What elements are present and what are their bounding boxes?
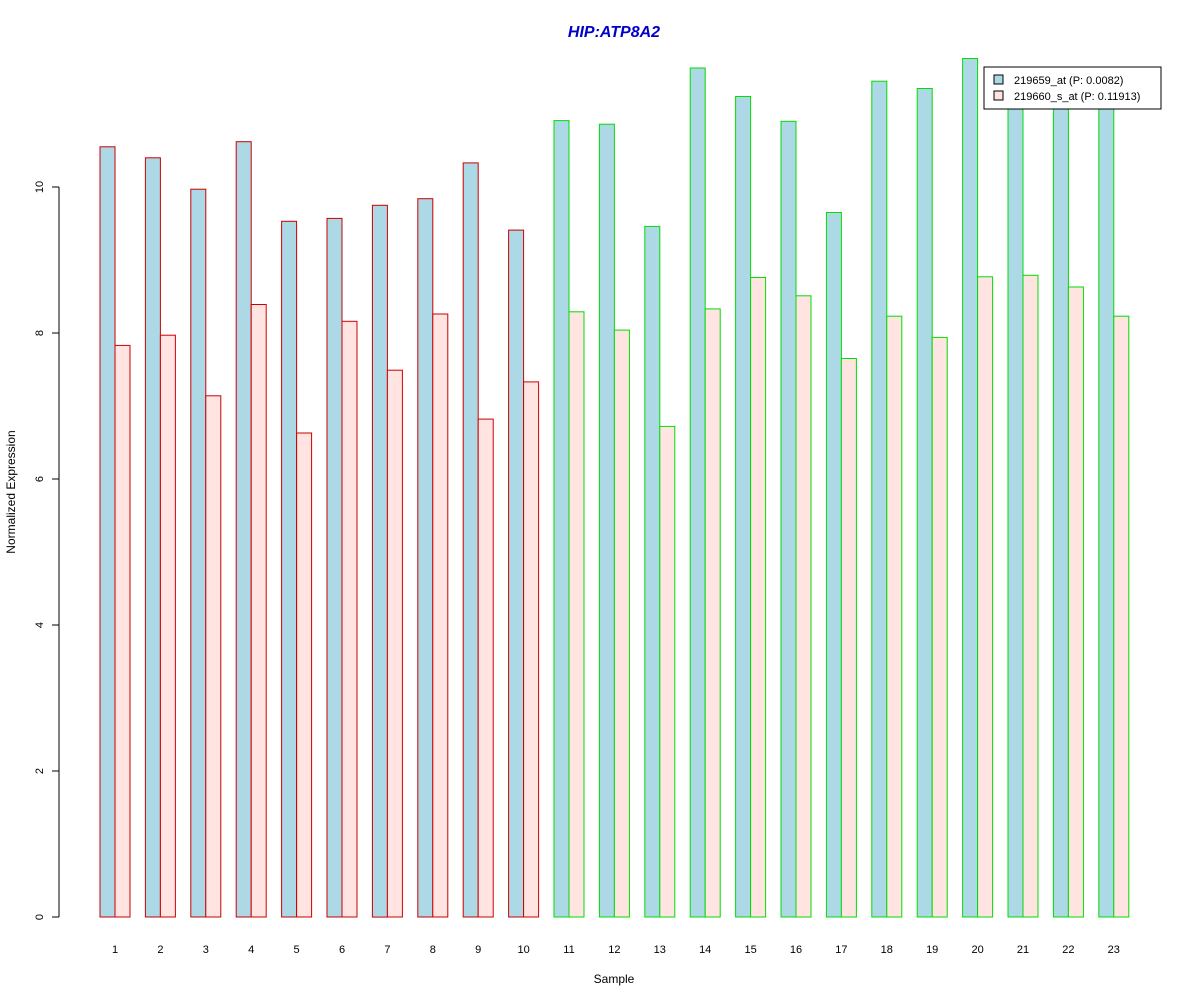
bar-sample-8-series-1 <box>417 198 434 918</box>
x-tick-label-23: 23 <box>1108 944 1120 956</box>
bar-sample-4-series-1 <box>235 141 252 918</box>
bar-sample-6-series-2 <box>341 320 358 918</box>
bar-sample-7-series-2 <box>386 369 403 918</box>
bar-sample-1-series-1 <box>99 146 116 918</box>
bar-sample-20-series-1 <box>962 58 979 918</box>
bar-sample-23-series-2 <box>1113 315 1130 918</box>
bar-sample-18-series-1 <box>871 80 888 918</box>
bar-sample-14-series-2 <box>704 308 721 918</box>
x-tick-label-5: 5 <box>294 944 300 956</box>
x-tick-label-1: 1 <box>112 944 118 956</box>
x-tick-label-21: 21 <box>1017 944 1029 956</box>
x-tick-label-18: 18 <box>881 944 893 956</box>
bar-sample-4-series-2 <box>250 304 267 918</box>
bar-sample-14-series-1 <box>689 67 706 918</box>
x-tick-label-11: 11 <box>563 944 574 956</box>
bar-sample-23-series-1 <box>1098 106 1115 918</box>
legend: 219659_at (P: 0.0082) 219660_s_at (P: 0.… <box>983 66 1162 110</box>
bar-sample-16-series-2 <box>795 295 812 918</box>
bar-sample-7-series-1 <box>371 204 388 918</box>
bars-group <box>99 58 1130 918</box>
bar-sample-5-series-1 <box>281 220 298 918</box>
bar-sample-9-series-2 <box>477 418 494 918</box>
y-axis-title: Normalized Expression <box>4 430 18 553</box>
bar-sample-11-series-2 <box>568 311 585 918</box>
bar-sample-2-series-1 <box>144 157 161 918</box>
legend-label-219659-at: 219659_at (P: 0.0082) <box>1014 75 1123 87</box>
bar-sample-21-series-1 <box>1007 106 1024 918</box>
bar-sample-17-series-1 <box>825 212 842 918</box>
bar-sample-3-series-1 <box>190 188 207 918</box>
x-axis-labels: 1 2 3 4 5 6 7 8 9 10 11 12 13 14 15 16 17 18 19 20 21 22 23 <box>112 944 1120 956</box>
x-tick-label-15: 15 <box>744 944 756 956</box>
bar-sample-19-series-1 <box>916 88 933 918</box>
x-tick-label-16: 16 <box>790 944 802 956</box>
y-tick-label-0: 0 <box>34 914 46 920</box>
legend-label-219660-s-at: 219660_s_at (P: 0.11913) <box>1014 91 1140 103</box>
legend-box <box>983 66 1162 110</box>
x-tick-label-7: 7 <box>384 944 390 956</box>
bar-sample-12-series-2 <box>613 329 630 918</box>
y-tick-label-2: 2 <box>34 768 46 774</box>
y-tick-label-6: 6 <box>34 476 46 482</box>
bar-sample-12-series-1 <box>598 123 615 918</box>
bar-sample-3-series-2 <box>205 395 222 918</box>
y-tick-label-4: 4 <box>34 622 46 628</box>
bar-sample-15-series-2 <box>750 277 767 918</box>
legend-swatch-219660-s-at <box>993 90 1004 101</box>
bar-sample-13-series-2 <box>659 425 676 918</box>
chart-title: HIP:ATP8A2 <box>568 24 660 41</box>
bar-sample-18-series-2 <box>886 315 903 918</box>
bar-sample-22-series-1 <box>1052 106 1069 918</box>
y-tick-label-10: 10 <box>34 181 46 193</box>
legend-swatch-219659-at <box>993 74 1004 85</box>
x-tick-label-9: 9 <box>475 944 481 956</box>
bar-sample-13-series-1 <box>644 225 661 918</box>
y-axis: 0 2 4 6 8 10 <box>34 181 60 920</box>
bar-sample-8-series-2 <box>432 313 449 918</box>
x-tick-label-14: 14 <box>699 944 711 956</box>
bar-sample-11-series-1 <box>553 120 570 918</box>
bar-sample-10-series-2 <box>523 381 540 918</box>
bar-sample-5-series-2 <box>296 432 313 918</box>
x-tick-label-2: 2 <box>157 944 163 956</box>
bar-sample-17-series-2 <box>840 358 857 918</box>
x-tick-label-12: 12 <box>608 944 620 956</box>
bar-sample-19-series-2 <box>931 336 948 918</box>
x-tick-label-3: 3 <box>203 944 209 956</box>
bar-sample-20-series-2 <box>977 276 994 918</box>
x-tick-label-20: 20 <box>971 944 983 956</box>
bar-sample-9-series-1 <box>462 162 479 918</box>
x-tick-label-8: 8 <box>430 944 436 956</box>
bar-sample-21-series-2 <box>1022 274 1039 918</box>
x-tick-label-17: 17 <box>835 944 847 956</box>
x-tick-label-13: 13 <box>654 944 666 956</box>
x-tick-label-19: 19 <box>926 944 938 956</box>
bar-sample-15-series-1 <box>735 96 752 918</box>
bar-sample-16-series-1 <box>780 120 797 918</box>
y-tick-label-8: 8 <box>34 330 46 336</box>
bar-sample-1-series-2 <box>114 344 131 918</box>
x-axis-title: Sample <box>594 972 635 986</box>
x-tick-label-22: 22 <box>1062 944 1074 956</box>
bar-sample-10-series-1 <box>508 229 525 918</box>
x-tick-label-10: 10 <box>517 944 529 956</box>
bar-sample-2-series-2 <box>159 334 176 918</box>
bar-sample-22-series-2 <box>1067 286 1084 918</box>
x-tick-label-6: 6 <box>339 944 345 956</box>
x-tick-label-4: 4 <box>248 944 254 956</box>
bar-sample-6-series-1 <box>326 217 343 918</box>
